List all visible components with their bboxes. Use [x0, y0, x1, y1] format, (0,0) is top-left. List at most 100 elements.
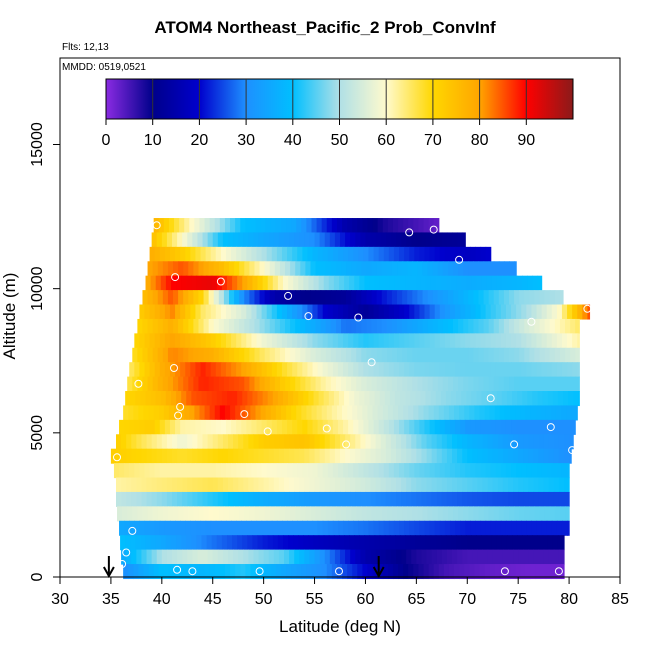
heatmap-cell [313, 535, 320, 551]
heatmap-cell [553, 491, 560, 507]
heatmap-cell [338, 391, 345, 407]
heatmap-cell [326, 405, 333, 421]
heatmap-cell [477, 549, 484, 565]
heatmap-cell [325, 290, 332, 306]
heatmap-cell [218, 347, 225, 363]
heatmap-cell [421, 434, 428, 450]
heatmap-cell [455, 362, 461, 378]
heatmap-cell [230, 405, 236, 421]
heatmap-cell [168, 218, 175, 234]
heatmap-cell [517, 275, 523, 291]
heatmap-cell [360, 477, 367, 493]
heatmap-cell [189, 564, 195, 580]
heatmap-cell [378, 520, 385, 536]
heatmap-cell [307, 304, 314, 320]
heatmap-cell [346, 347, 352, 363]
heatmap-cell [180, 419, 186, 435]
heatmap-cell [518, 549, 524, 565]
heatmap-cell [328, 535, 335, 551]
heatmap-cell [337, 304, 344, 320]
heatmap-cell [383, 362, 390, 378]
heatmap-cell [173, 290, 179, 306]
heatmap-cell [549, 506, 556, 522]
heatmap-cell [305, 290, 312, 306]
heatmap-cell [360, 448, 367, 464]
heatmap-cell [491, 535, 498, 551]
heatmap-cell [437, 318, 444, 334]
heatmap-cell [252, 275, 259, 291]
heatmap-cell [572, 304, 578, 320]
heatmap-cell [274, 318, 281, 334]
heatmap-cell [539, 506, 546, 522]
heatmap-cell [239, 261, 245, 277]
x-axis-label: Latitude (deg N) [279, 617, 401, 636]
heatmap-cell [177, 434, 183, 450]
heatmap-cell [397, 290, 403, 306]
heatmap-cell [290, 261, 296, 277]
heatmap-cell [139, 520, 146, 536]
heatmap-cell [151, 491, 158, 507]
heatmap-cell [453, 290, 459, 306]
heatmap-cell [556, 520, 563, 536]
heatmap-cell [351, 506, 357, 522]
heatmap-cell [167, 290, 174, 306]
heatmap-cell [164, 362, 171, 378]
heatmap-cell [242, 535, 248, 551]
heatmap-cell [290, 506, 296, 522]
heatmap-cell [366, 261, 373, 277]
heatmap-cell [198, 290, 205, 306]
heatmap-cell [449, 246, 456, 262]
heatmap-cell [208, 318, 215, 334]
heatmap-cell [405, 535, 411, 551]
heatmap-cell [217, 434, 224, 450]
heatmap-cell [311, 218, 318, 234]
heatmap-cell [167, 261, 174, 277]
heatmap-cell [521, 333, 527, 349]
heatmap-cell [323, 535, 330, 551]
heatmap-cell [298, 275, 304, 291]
heatmap-cell [525, 405, 531, 421]
heatmap-cell [133, 564, 139, 580]
heatmap-cell [376, 261, 383, 277]
flight-arrows [102, 556, 385, 579]
heatmap-cell [151, 549, 158, 565]
heatmap-cell [329, 477, 336, 493]
heatmap-cell [567, 463, 570, 479]
heatmap-cell [411, 434, 417, 450]
heatmap-cell [250, 218, 257, 234]
heatmap-cell [169, 362, 176, 378]
heatmap-cell [356, 347, 362, 363]
heatmap-cell [546, 362, 553, 378]
heatmap-cell [134, 419, 141, 435]
heatmap-cell [225, 304, 232, 320]
heatmap-cell [496, 535, 503, 551]
heatmap-cell [202, 434, 209, 450]
heatmap-cell [456, 391, 462, 407]
heatmap-cell [152, 376, 159, 392]
heatmap-cell [263, 448, 270, 464]
heatmap-cell [236, 246, 242, 262]
heatmap-cell [490, 304, 497, 320]
heatmap-cell [462, 448, 468, 464]
heatmap-cell [294, 434, 300, 450]
heatmap-cell [416, 434, 423, 450]
heatmap-cell [453, 376, 459, 392]
heatmap-cell [312, 362, 319, 378]
heatmap-cell [276, 333, 283, 349]
heatmap-cell [354, 391, 360, 407]
heatmap-cell [396, 549, 402, 565]
heatmap-cell [551, 333, 558, 349]
y-tick-label: 0 [29, 572, 46, 581]
heatmap-cell [193, 347, 200, 363]
heatmap-cell [343, 304, 349, 320]
x-tick-label: 50 [255, 591, 273, 608]
heatmap-cell [342, 405, 348, 421]
heatmap-cell [570, 347, 576, 363]
heatmap-cell [295, 376, 301, 392]
heatmap-cell [237, 275, 243, 291]
heatmap-cell [428, 218, 435, 234]
heatmap-cell [300, 261, 306, 277]
heatmap-cell [493, 376, 500, 392]
heatmap-cell [209, 405, 216, 421]
heatmap-cell [544, 506, 551, 522]
